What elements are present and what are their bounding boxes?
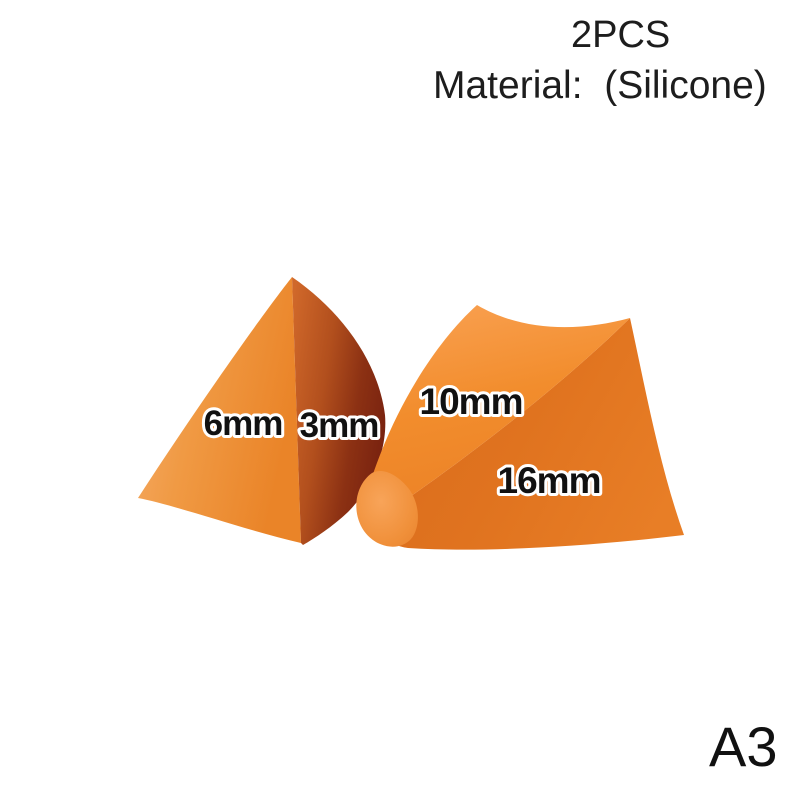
dimension-labels: 6mm 3mm 10mm 16mm <box>201 378 605 504</box>
material-label: Material: (Silicone) <box>433 64 767 107</box>
lying-cone <box>356 305 684 550</box>
dimension-label-6mm: 6mm <box>204 404 283 443</box>
dimension-label-3mm: 3mm <box>300 406 379 445</box>
lying-cone-rounded-tip <box>356 470 418 547</box>
upright-cone <box>138 277 386 545</box>
model-code-label: A3 <box>709 715 778 778</box>
quantity-label: 2PCS <box>571 14 671 56</box>
lying-cone-upper-face <box>372 305 630 499</box>
lying-cone-lower-face <box>364 318 684 550</box>
dimension-label-16mm: 16mm <box>498 460 601 501</box>
upright-cone-right-face <box>292 277 386 545</box>
dimension-label-10mm: 10mm <box>420 381 523 422</box>
upright-cone-left-face <box>138 277 301 543</box>
